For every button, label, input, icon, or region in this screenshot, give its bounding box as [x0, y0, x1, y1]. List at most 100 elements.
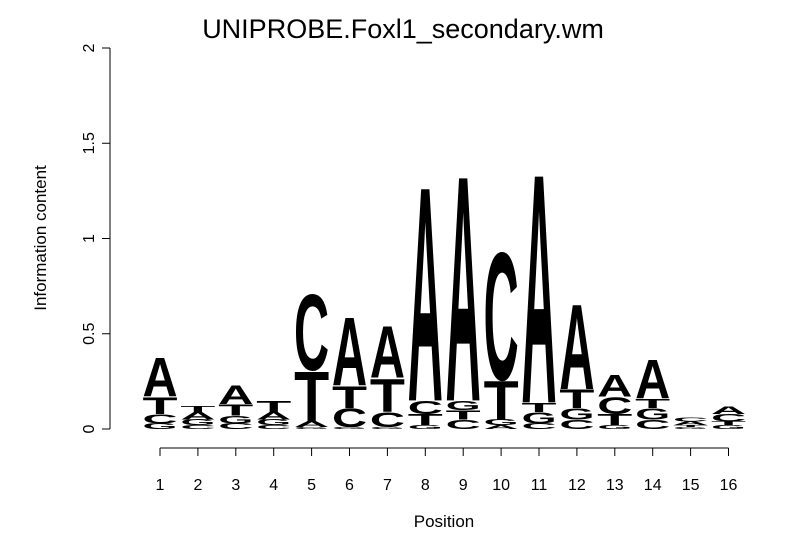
logo-letter-c: C — [673, 417, 708, 423]
logo-letter-a: A — [446, 108, 481, 469]
y-axis: 0 0.5 1 1.5 2 — [81, 43, 111, 433]
logo-letter-g: G — [484, 418, 519, 427]
logo-letter-c: C — [559, 417, 594, 432]
x-tick-label: 2 — [193, 477, 202, 494]
logo-letter-c: C — [711, 412, 746, 424]
logo-letter-t: T — [142, 393, 177, 420]
logo-letter-t: T — [673, 425, 708, 428]
logo-letter-a: A — [597, 368, 632, 404]
logo-letter-t: T — [559, 385, 594, 414]
logo-letter-t: T — [370, 369, 405, 422]
logo-letter-t: T — [635, 396, 670, 411]
logo-letter-a: A — [711, 404, 746, 416]
y-tick-label: 1.5 — [81, 132, 98, 154]
x-tick-label: 1 — [156, 477, 165, 494]
logo-letter-t: T — [446, 407, 481, 422]
x-tick-label: 8 — [421, 477, 430, 494]
logo-letter-a: A — [142, 348, 177, 410]
logo-letter-c: C — [256, 424, 291, 430]
logo-letter-g: G — [711, 424, 746, 430]
x-tick-label: 6 — [345, 477, 354, 494]
y-axis-label: Information content — [31, 165, 50, 311]
x-tick-label: 3 — [231, 477, 240, 494]
logo-letter-g: G — [256, 418, 291, 427]
logo-letter-g: G — [408, 424, 443, 430]
logo-letter-t: T — [294, 356, 329, 436]
x-tick-label: 9 — [459, 477, 468, 494]
logo-letter-g: G — [446, 398, 481, 413]
logo-letter-t: T — [180, 405, 215, 414]
logo-letter-g: G — [294, 427, 329, 430]
x-tick-label: 15 — [682, 477, 700, 494]
x-axis: 1 2 3 4 5 6 7 8 9 10 11 12 13 14 15 16 — [156, 447, 738, 494]
logo-letter-a: A — [370, 311, 405, 394]
x-tick-label: 7 — [383, 477, 392, 494]
logo-letter-g: G — [370, 427, 405, 430]
logo-letter-c: C — [142, 411, 177, 426]
logo-letter-t: T — [218, 401, 253, 419]
logo-letter-g: G — [180, 418, 215, 427]
y-tick-label: 2 — [81, 43, 98, 52]
logo-letter-t: T — [256, 398, 291, 416]
logo-letter-t: T — [711, 420, 746, 426]
logo-letter-a: A — [559, 279, 594, 416]
x-tick-label: 12 — [568, 477, 586, 494]
y-tick-label: 0 — [81, 424, 98, 433]
logo-letter-g: G — [522, 410, 557, 427]
logo-letter-a: A — [256, 410, 291, 422]
chart-title: UNIPROBE.Foxl1_secondary.wm — [202, 14, 604, 44]
logo-letter-c: C — [180, 424, 215, 430]
x-tick-label: 4 — [269, 477, 278, 494]
logo-letter-g: G — [332, 427, 367, 430]
x-tick-label: 11 — [531, 477, 548, 494]
logo-letter-a: A — [635, 350, 670, 412]
logo-letter-g: G — [218, 414, 253, 426]
logo-letter-t: T — [484, 369, 519, 431]
logo-letter-c: C — [408, 397, 443, 418]
x-tick-label: 16 — [720, 477, 738, 494]
logo-letter-c: C — [521, 422, 556, 431]
x-tick-label: 5 — [307, 477, 316, 494]
logo-letter-t: T — [521, 400, 556, 415]
logo-letter-t: T — [597, 411, 632, 429]
x-tick-label: 10 — [492, 477, 510, 494]
logo-letter-c: C — [635, 417, 670, 432]
logo-letter-a: A — [294, 420, 329, 429]
logo-letter-g: G — [673, 427, 708, 430]
logo-letter-a: A — [673, 421, 708, 427]
logo-letter-c: C — [597, 393, 632, 420]
y-tick-label: 0.5 — [81, 323, 98, 345]
logo-letter-g: G — [143, 422, 178, 431]
logo-letter-g: G — [559, 406, 594, 423]
logo-letter-c: C — [370, 408, 405, 432]
logo-letter-c: C — [484, 215, 519, 419]
logo-letter-t: T — [332, 379, 367, 415]
logo-letter-a: A — [332, 298, 367, 407]
x-axis-label: Position — [414, 512, 474, 531]
logo-letter-c: C — [332, 404, 367, 433]
logo-letter-g: G — [635, 406, 670, 423]
x-tick-label: 13 — [606, 477, 624, 494]
logo-letter-a: A — [218, 381, 253, 410]
logo-letter-t: T — [408, 411, 443, 429]
logo-letter-c: C — [446, 417, 481, 432]
logo-letter-a: A — [180, 410, 215, 422]
logo-letter-g: G — [597, 424, 632, 430]
